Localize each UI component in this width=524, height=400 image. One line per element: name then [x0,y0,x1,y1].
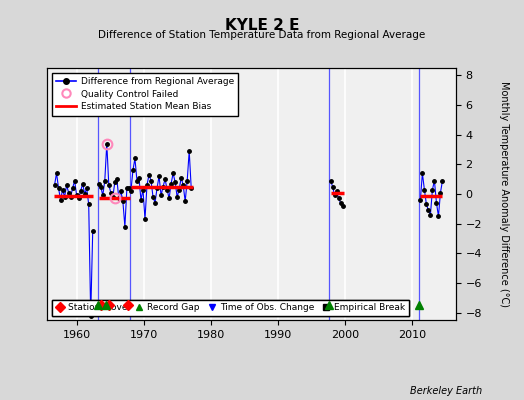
Text: Berkeley Earth: Berkeley Earth [410,386,482,396]
Legend: Station Move, Record Gap, Time of Obs. Change, Empirical Break: Station Move, Record Gap, Time of Obs. C… [52,300,409,316]
Text: KYLE 2 E: KYLE 2 E [225,18,299,33]
Text: Difference of Station Temperature Data from Regional Average: Difference of Station Temperature Data f… [99,30,425,40]
Y-axis label: Monthly Temperature Anomaly Difference (°C): Monthly Temperature Anomaly Difference (… [499,81,509,307]
